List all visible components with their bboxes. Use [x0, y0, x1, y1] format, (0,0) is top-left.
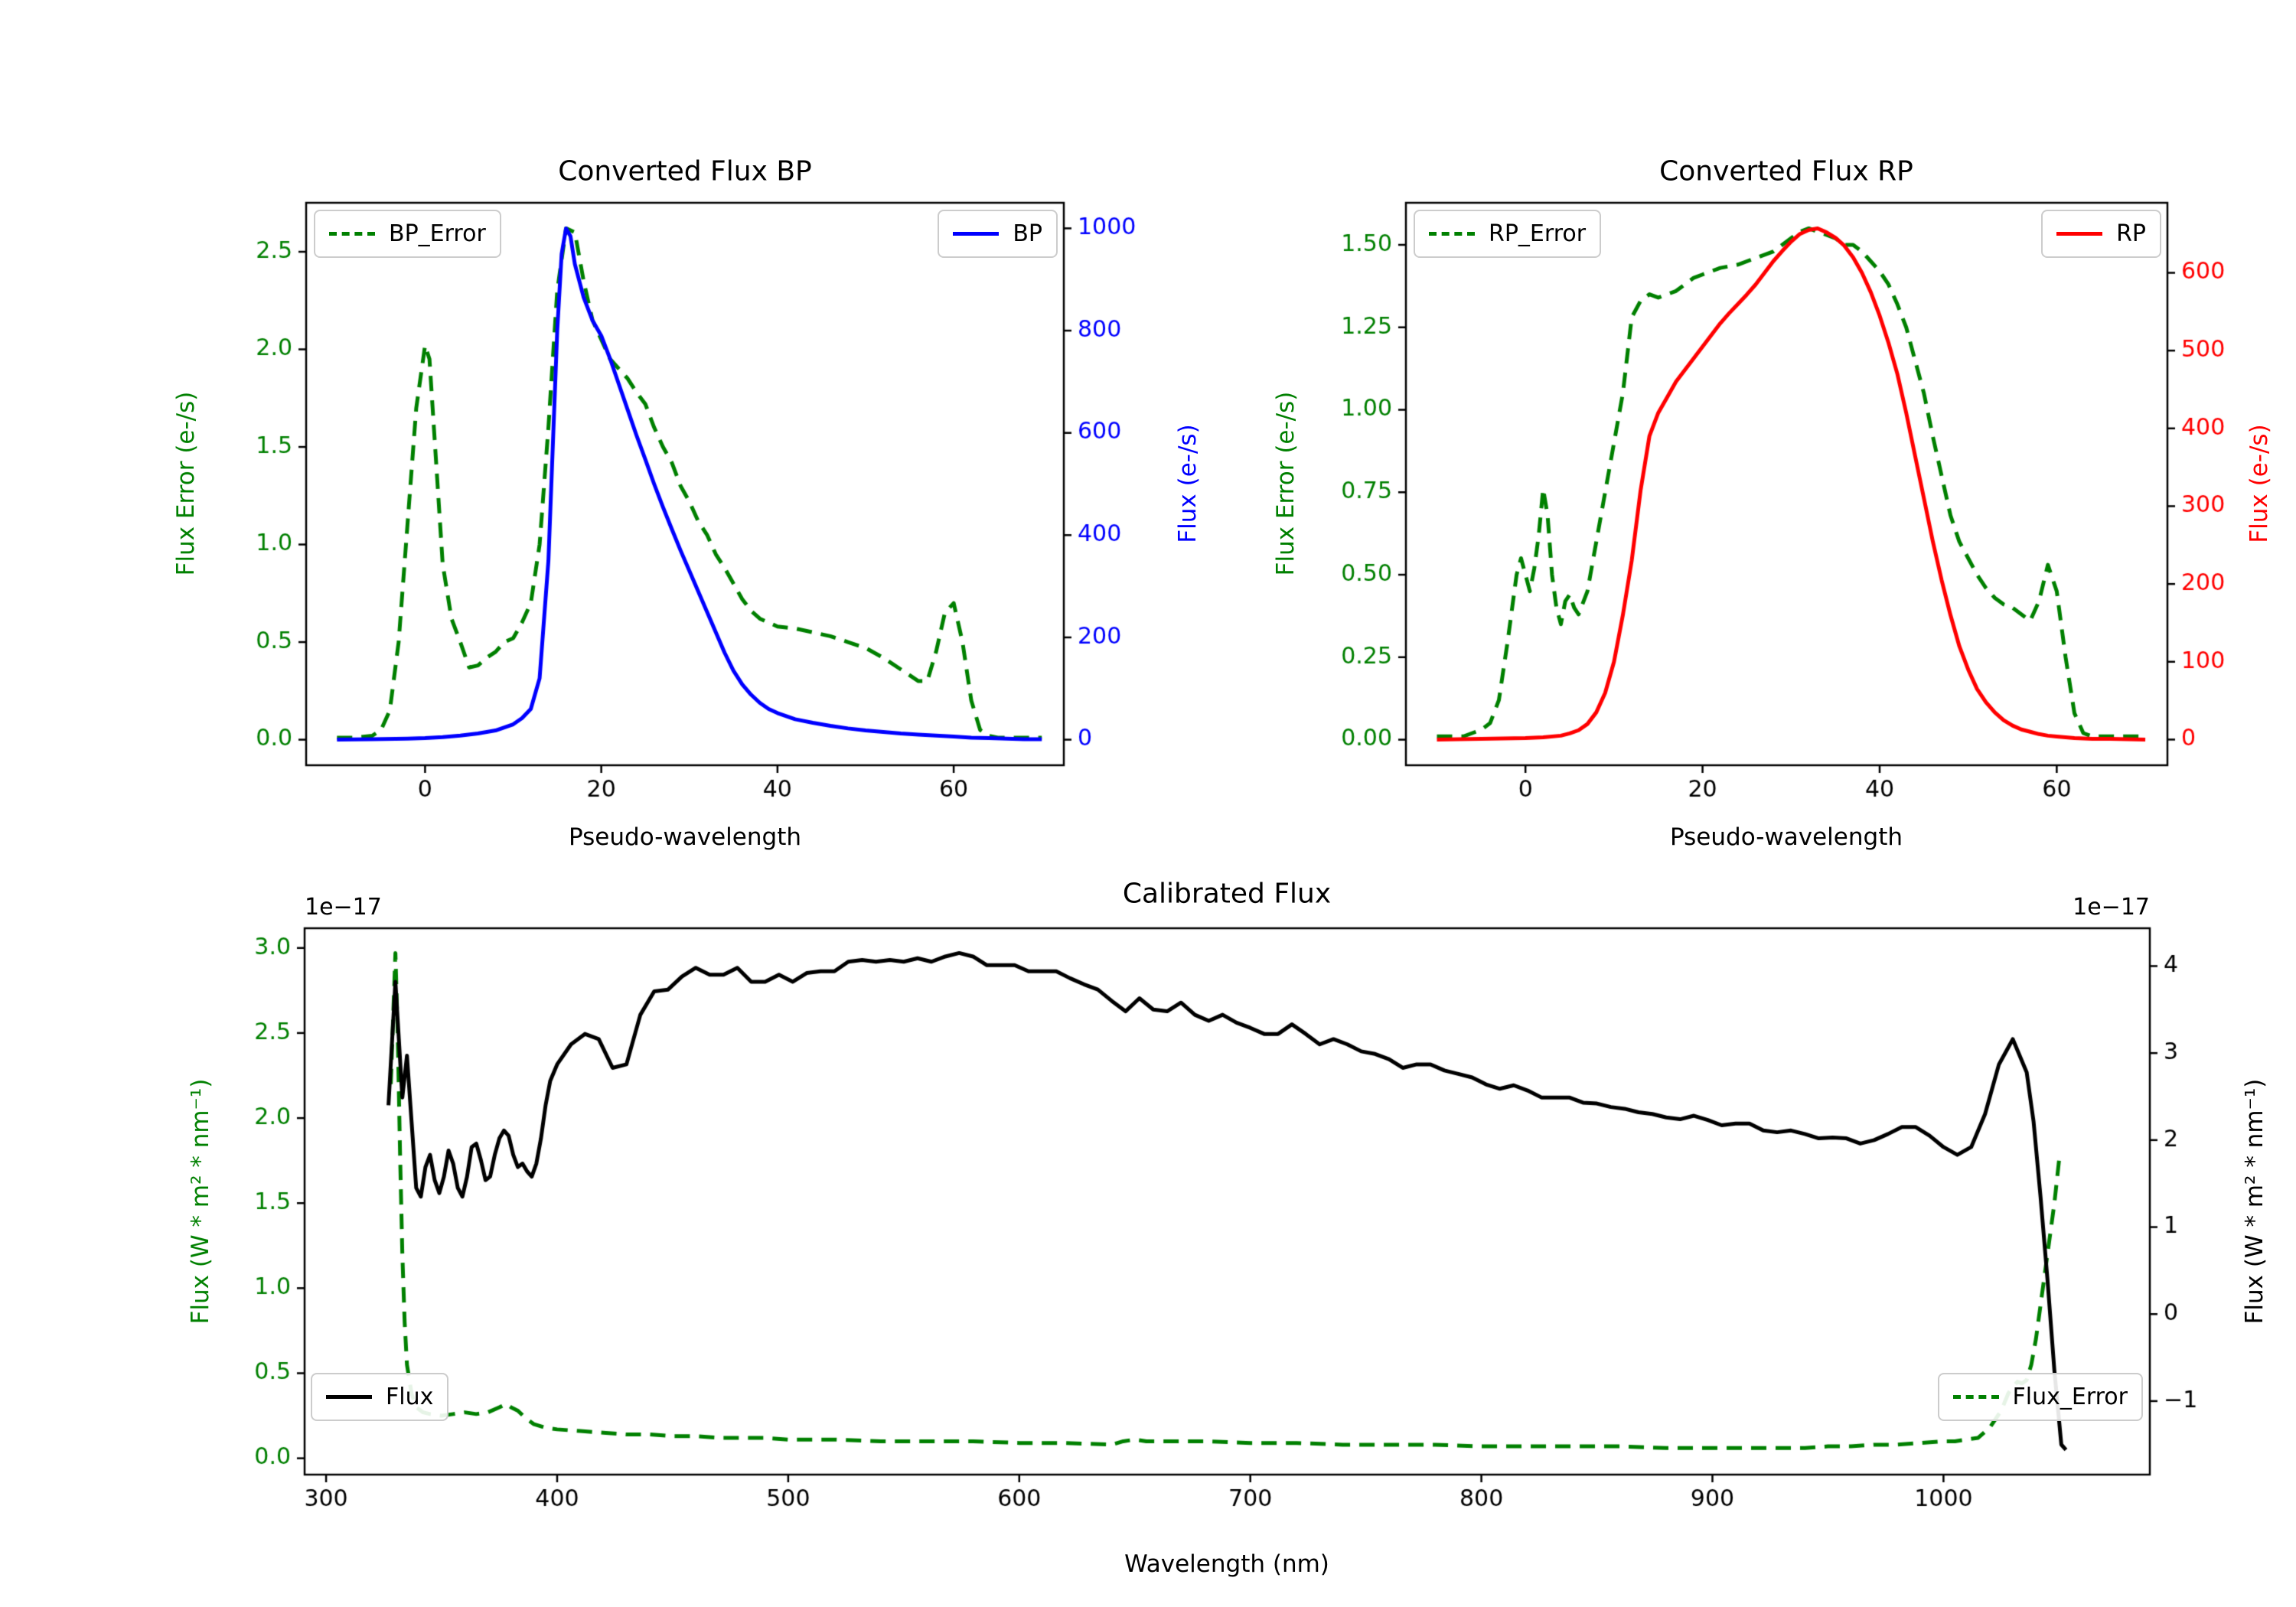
legend-label: BP_Error	[389, 220, 486, 247]
bp-chart-title: Converted Flux BP	[558, 155, 812, 187]
legend-label: Flux_Error	[2012, 1384, 2128, 1410]
rp-right-y-axis-label: Flux (e-/s)	[2245, 424, 2273, 543]
right-axis-offset-text: 1e−17	[2073, 894, 2150, 921]
rp-left-y-axis-label: Flux Error (e-/s)	[1272, 391, 1300, 576]
legend-line-sample	[1952, 1395, 1999, 1399]
bp-x-axis-label: Pseudo-wavelength	[568, 823, 802, 851]
rp-error-legend: RP_Error	[1414, 210, 1602, 258]
bp-legend: BP	[938, 210, 1058, 258]
flux-error-legend: Flux_Error	[1937, 1373, 2143, 1421]
rp-chart-title: Converted Flux RP	[1659, 155, 1913, 187]
rp-legend: RP	[2041, 210, 2161, 258]
legend-label: BP	[1013, 220, 1042, 247]
legend-label: RP	[2116, 220, 2146, 247]
calibrated-chart-title: Calibrated Flux	[1122, 878, 1332, 910]
legend-line-sample	[2056, 232, 2103, 236]
bp-left-y-axis-label: Flux Error (e-/s)	[172, 391, 200, 576]
calibrated-right-y-axis-label: Flux (W * m² * nm⁻¹)	[2241, 1078, 2268, 1325]
bp-error-legend: BP_Error	[314, 210, 501, 258]
calibrated-left-y-axis-label: Flux (W * m² * nm⁻¹)	[187, 1078, 214, 1325]
left-axis-offset-text: 1e−17	[305, 894, 382, 921]
legend-line-sample	[1429, 232, 1475, 236]
flux-legend: Flux	[311, 1373, 449, 1421]
rp-x-axis-label: Pseudo-wavelength	[1669, 823, 1903, 851]
bp-right-y-axis-label: Flux (e-/s)	[1174, 424, 1202, 543]
legend-label: RP_Error	[1489, 220, 1587, 247]
legend-label: Flux	[386, 1384, 434, 1410]
legend-line-sample	[326, 1395, 372, 1399]
legend-line-sample	[329, 232, 375, 236]
legend-line-sample	[953, 232, 1000, 236]
calibrated-x-axis-label: Wavelength (nm)	[1124, 1550, 1329, 1578]
